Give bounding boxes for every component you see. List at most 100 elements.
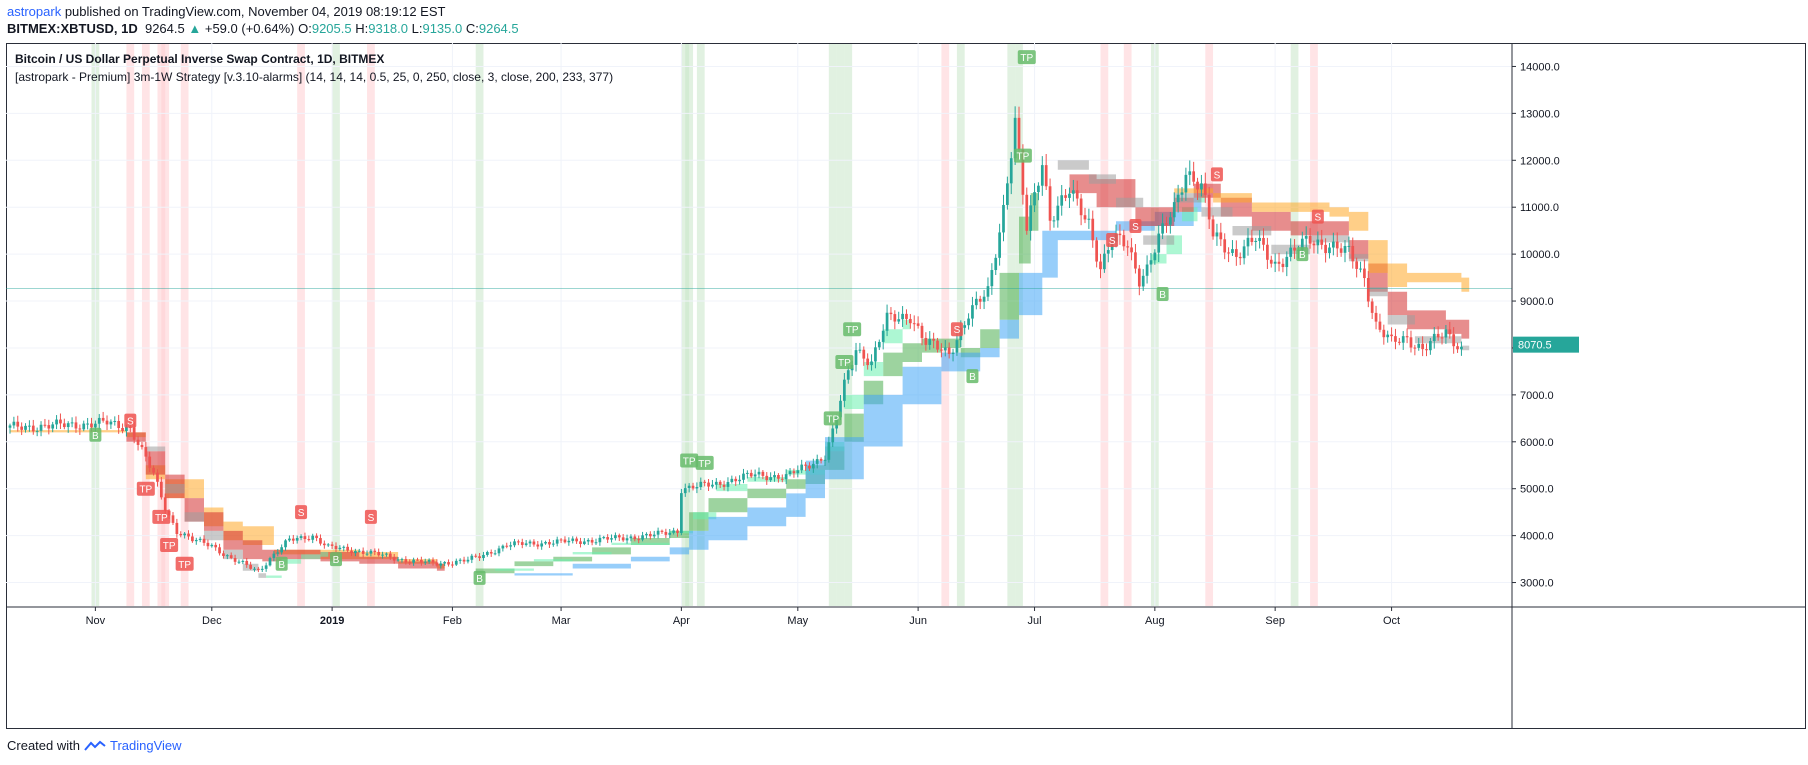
signal-marker-label: TP <box>139 485 152 496</box>
candle-body <box>1013 117 1017 159</box>
candle-body <box>1289 247 1293 257</box>
signal-marker-label: B <box>278 560 285 571</box>
candle-body <box>1091 218 1095 241</box>
candle-body <box>1405 336 1409 338</box>
candle-body <box>963 325 967 328</box>
candle-body <box>1071 190 1075 194</box>
candle-body <box>1223 239 1227 253</box>
candle-body <box>1366 278 1370 302</box>
candle-body <box>773 475 776 478</box>
close-label: C: <box>465 21 479 36</box>
chart-title: Bitcoin / US Dollar Perpetual Inverse Sw… <box>15 52 385 66</box>
signal-marker-buy: TP <box>695 455 714 470</box>
candle-body <box>1312 243 1316 246</box>
y-tick-label: 7000.0 <box>1520 390 1554 402</box>
candle-body <box>1359 268 1362 270</box>
indicator-legend[interactable]: [astropark - Premium] 3m-1W Strategy [v.… <box>15 70 614 84</box>
y-tick-label: 10000.0 <box>1520 249 1560 261</box>
candle-body <box>777 475 780 479</box>
candle-body <box>218 547 221 554</box>
candle-body <box>676 530 679 533</box>
signal-marker-sell: S <box>364 509 377 524</box>
candle-body <box>978 298 982 302</box>
candle-body <box>680 493 683 533</box>
candle-body <box>905 313 908 319</box>
author-link[interactable]: astropark <box>7 4 62 19</box>
y-tick-label: 3000.0 <box>1520 578 1554 590</box>
candle-body <box>1238 256 1242 259</box>
candle-body <box>761 471 765 476</box>
signal-marker-box <box>295 505 308 520</box>
candle-body <box>249 564 252 569</box>
candle-body <box>738 479 741 482</box>
candle-body <box>86 423 89 425</box>
candle-body <box>1083 215 1087 220</box>
candle-body <box>1417 343 1421 348</box>
candle-body <box>928 338 932 345</box>
candle-body <box>334 545 338 550</box>
candle-body <box>590 539 594 543</box>
y-tick-label: 9000.0 <box>1520 296 1554 308</box>
candle-body <box>1130 247 1133 253</box>
candle-body <box>90 423 93 428</box>
candle-body <box>43 424 47 426</box>
candle-body <box>881 330 885 342</box>
candle-body <box>1048 186 1052 221</box>
y-tick-label: 14000.0 <box>1520 61 1560 73</box>
signal-marker-label: TP <box>683 457 696 468</box>
candle-body <box>202 538 206 543</box>
candle-body <box>575 538 578 542</box>
candle-body <box>288 538 291 541</box>
tradingview-link[interactable]: TradingView <box>109 738 182 753</box>
candle-body <box>1099 261 1102 270</box>
candle-body <box>1060 195 1064 206</box>
candle-body <box>1436 333 1440 338</box>
candle-body <box>788 471 792 475</box>
candle-body <box>420 559 423 563</box>
candle-body <box>78 428 82 430</box>
candle-body <box>974 298 978 306</box>
signal-marker-buy: B <box>1296 247 1309 262</box>
candle-body <box>1351 245 1355 262</box>
candle-body <box>412 559 415 563</box>
candle-body <box>1075 190 1079 199</box>
candle-body <box>753 474 757 477</box>
candle-body <box>524 543 528 545</box>
candle-body <box>707 482 710 487</box>
candle-body <box>924 337 928 345</box>
candle-body <box>765 475 769 481</box>
candle-body <box>268 558 272 566</box>
signal-marker-label: S <box>1132 222 1139 233</box>
candle-body <box>583 541 586 544</box>
candle-body <box>951 352 955 355</box>
candle-body <box>726 482 730 487</box>
candle-body <box>1153 252 1157 261</box>
candle-body <box>548 541 551 545</box>
candle-body <box>1052 220 1056 222</box>
candle-body <box>520 542 524 545</box>
candle-body <box>1044 165 1048 187</box>
candle-body <box>1444 329 1448 338</box>
candle-body <box>214 544 218 548</box>
candle-body <box>711 484 714 487</box>
candle-body <box>1456 346 1459 350</box>
signal-highlight-column <box>332 44 340 606</box>
signal-marker-box <box>1013 148 1032 163</box>
candle-body <box>385 553 388 555</box>
candle-body <box>769 477 773 481</box>
candle-body <box>811 463 815 469</box>
signal-highlight-column <box>1100 44 1109 606</box>
candle-body <box>1320 239 1324 245</box>
x-tick-label: Sep <box>1265 615 1285 627</box>
candle-body <box>967 318 970 326</box>
candle-body <box>563 539 567 543</box>
candle-body <box>1126 246 1130 248</box>
candle-body <box>745 472 749 474</box>
candle-body <box>1429 341 1432 351</box>
last-price-badge <box>1513 336 1579 353</box>
candle-body <box>1328 247 1331 254</box>
candle-body <box>1285 256 1289 268</box>
candle-body <box>1409 337 1413 348</box>
signal-marker-box <box>1017 50 1036 65</box>
